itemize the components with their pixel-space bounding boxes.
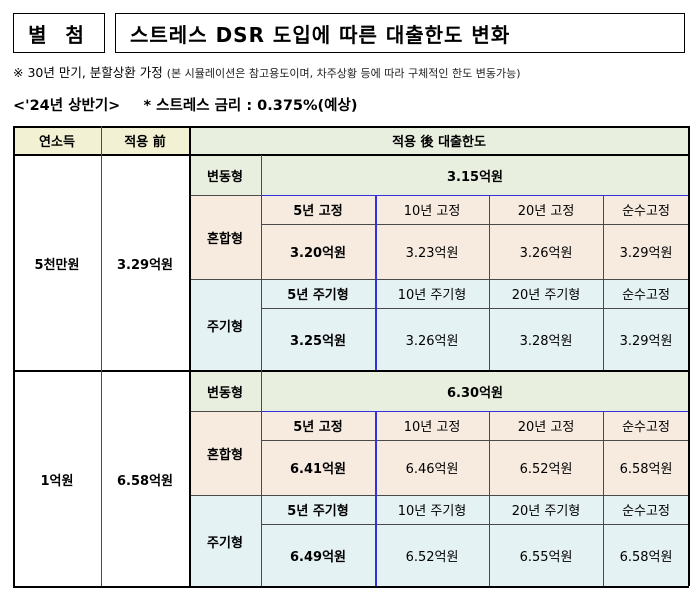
periodic-term-header: 20년 주기형 [489,279,603,308]
periodic-term-header: 5년 주기형 [261,495,375,524]
table-border-bottom [13,586,689,588]
mixed-term-value: 6.46억원 [375,440,489,495]
column-separator [189,126,191,586]
grid-line [489,308,490,371]
grid-line [603,495,604,524]
mixed-term-value: 6.52억원 [489,440,603,495]
mixed-term-header: 5년 고정 [261,195,375,224]
grid-line [489,411,490,440]
column-separator [261,155,262,586]
income-cell: 1억원 [40,473,74,489]
variable-value: 6.30억원 [261,371,689,411]
mixed-type-label: 혼합형 [189,195,261,279]
before-cell: 3.29억원 [117,257,173,273]
assumption-note: ※ 30년 만기, 분할상환 가정 (본 시뮬레이션은 참고용도이며, 차주상황… [13,62,521,81]
mixed-term-value: 3.23억원 [375,224,489,279]
grid-line [603,440,604,495]
grid-line [603,195,604,224]
grid-line [189,279,689,280]
grid-line [261,524,689,525]
assumption-detail: (본 시뮬레이션은 참고용도이며, 차주상황 등에 따라 구체적인 한도 변동가… [166,67,521,80]
periodic-term-value: 3.25억원 [261,308,375,371]
grid-line [489,524,490,587]
stress-rate-label: * 스트레스 금리 : 0.375%(예상) [143,98,358,114]
highlight-divider [375,411,377,587]
mixed-term-header: 10년 고정 [375,195,489,224]
mixed-term-header: 5년 고정 [261,411,375,440]
grid-line [489,195,490,224]
periodic-type-label: 주기형 [189,495,261,587]
periodic-term-header: 10년 주기형 [375,495,489,524]
highlight-divider [375,195,377,371]
grid-line [189,495,689,496]
subheading: <'24년 상반기> * 스트레스 금리 : 0.375%(예상) [13,94,358,115]
variable-type-label: 변동형 [189,371,261,411]
mixed-term-value: 3.29억원 [603,224,689,279]
mixed-term-header: 20년 고정 [489,195,603,224]
column-separator [101,126,102,586]
periodic-term-value: 3.29억원 [603,308,689,371]
periodic-term-value: 3.28억원 [489,308,603,371]
header-separator [13,154,689,156]
page-title: 스트레스 DSR 도입에 따른 대출한도 변화 [115,13,685,53]
variable-value: 3.15억원 [261,155,689,195]
before-cell: 6.58억원 [117,473,173,489]
group-separator [13,370,689,372]
periodic-term-header: 20년 주기형 [489,495,603,524]
variable-type-label: 변동형 [189,155,261,195]
periodic-term-header: 5년 주기형 [261,279,375,308]
mixed-term-value: 3.20억원 [261,224,375,279]
grid-line [189,195,689,196]
grid-line [261,224,689,225]
periodic-term-value: 6.55억원 [489,524,603,587]
periodic-term-value: 6.58억원 [603,524,689,587]
table-border-left [13,126,15,586]
periodic-type-label: 주기형 [189,279,261,371]
grid-line [603,411,604,440]
grid-line [489,224,490,279]
grid-line [603,224,604,279]
periodic-term-header: 10년 주기형 [375,279,489,308]
table-border-right [688,126,690,586]
mixed-term-value: 6.41억원 [261,440,375,495]
grid-line [489,279,490,308]
grid-line [603,308,604,371]
grid-line [189,411,689,412]
income-cell: 5천만원 [34,257,80,273]
grid-line [603,524,604,587]
mixed-term-header: 20년 고정 [489,411,603,440]
mixed-type-label: 혼합형 [189,411,261,495]
mixed-term-value: 6.58억원 [603,440,689,495]
periodic-term-value: 6.49억원 [261,524,375,587]
mixed-term-header: 순수고정 [603,411,689,440]
mixed-term-header: 순수고정 [603,195,689,224]
assumption-main: ※ 30년 만기, 분할상환 가정 [13,65,163,80]
table-border-top [13,126,689,128]
periodic-term-value: 6.52억원 [375,524,489,587]
periodic-term-value: 3.26억원 [375,308,489,371]
mixed-term-header: 10년 고정 [375,411,489,440]
periodic-term-header: 순수고정 [603,279,689,308]
mixed-term-value: 3.26억원 [489,224,603,279]
attachment-label: 별 첨 [13,13,105,53]
periodic-term-header: 순수고정 [603,495,689,524]
period-label: <'24년 상반기> [13,98,121,114]
grid-line [261,440,689,441]
grid-line [489,495,490,524]
header-income: 연소득 [13,126,101,155]
grid-line [489,440,490,495]
header-after: 적용 後 대출한도 [189,126,689,155]
header-before: 적용 前 [101,126,189,155]
grid-line [261,308,689,309]
grid-line [603,279,604,308]
